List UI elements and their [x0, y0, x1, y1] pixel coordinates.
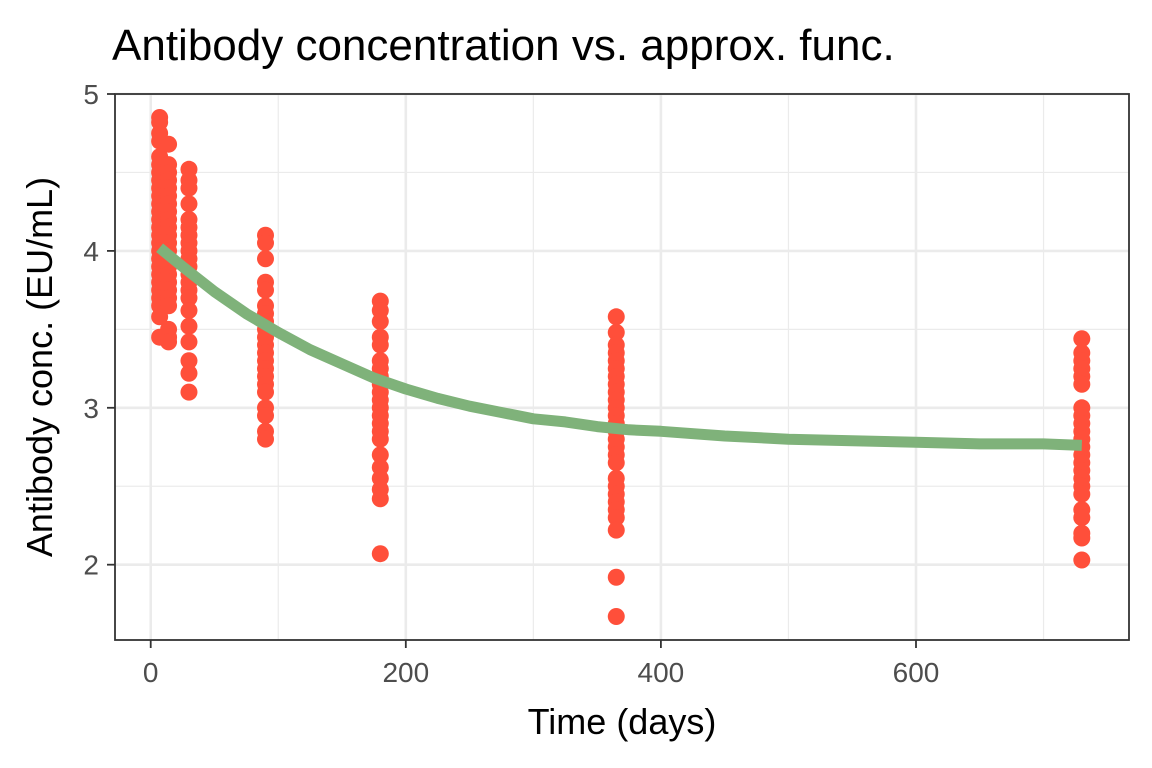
- x-axis-title: Time (days): [528, 701, 717, 742]
- data-point: [607, 607, 625, 625]
- data-point: [180, 383, 198, 401]
- data-point: [257, 250, 275, 268]
- data-point: [607, 509, 625, 527]
- x-tick-label: 200: [382, 657, 429, 688]
- data-point: [1073, 485, 1091, 503]
- data-point: [160, 135, 178, 153]
- y-tick-label: 5: [83, 79, 99, 110]
- data-point: [257, 281, 275, 299]
- data-point: [160, 333, 178, 351]
- data-point: [180, 179, 198, 197]
- y-tick-label: 4: [83, 236, 99, 267]
- data-point: [180, 364, 198, 382]
- data-point: [180, 352, 198, 370]
- data-point: [371, 545, 389, 563]
- axes: 0 200 400 600 2 3 4 5: [83, 79, 939, 688]
- data-point: [1073, 551, 1091, 569]
- data-point: [371, 430, 389, 448]
- data-point: [180, 317, 198, 335]
- x-tick-label: 0: [143, 657, 159, 688]
- x-tick-label: 600: [893, 657, 940, 688]
- data-point: [371, 490, 389, 508]
- y-tick-label: 2: [83, 550, 99, 581]
- x-tick-label: 400: [638, 657, 685, 688]
- data-point: [1073, 529, 1091, 547]
- data-point: [607, 454, 625, 472]
- fit-curve: [156, 243, 1083, 451]
- data-point: [1073, 509, 1091, 527]
- chart-title: Antibody concentration vs. approx. func.: [112, 21, 895, 70]
- data-point: [257, 383, 275, 401]
- data-point: [607, 521, 625, 539]
- data-point: [257, 407, 275, 425]
- data-point: [257, 430, 275, 448]
- plot-panel-border: [114, 93, 1130, 641]
- data-point: [160, 297, 178, 315]
- data-point: [371, 336, 389, 354]
- data-point: [180, 333, 198, 351]
- data-point: [607, 308, 625, 326]
- data-point: [180, 289, 198, 307]
- y-axis-title: Antibody conc. (EU/mL): [19, 177, 60, 557]
- data-point: [371, 446, 389, 464]
- data-point: [607, 568, 625, 586]
- data-point: [371, 313, 389, 330]
- fit-curve-layer: [156, 243, 1083, 451]
- data-point: [1073, 375, 1091, 393]
- data-point: [607, 323, 625, 341]
- data-point: [257, 234, 275, 252]
- data-point: [180, 195, 198, 213]
- y-tick-label: 3: [83, 393, 99, 424]
- data-point: [180, 302, 198, 320]
- data-point: [1073, 330, 1091, 348]
